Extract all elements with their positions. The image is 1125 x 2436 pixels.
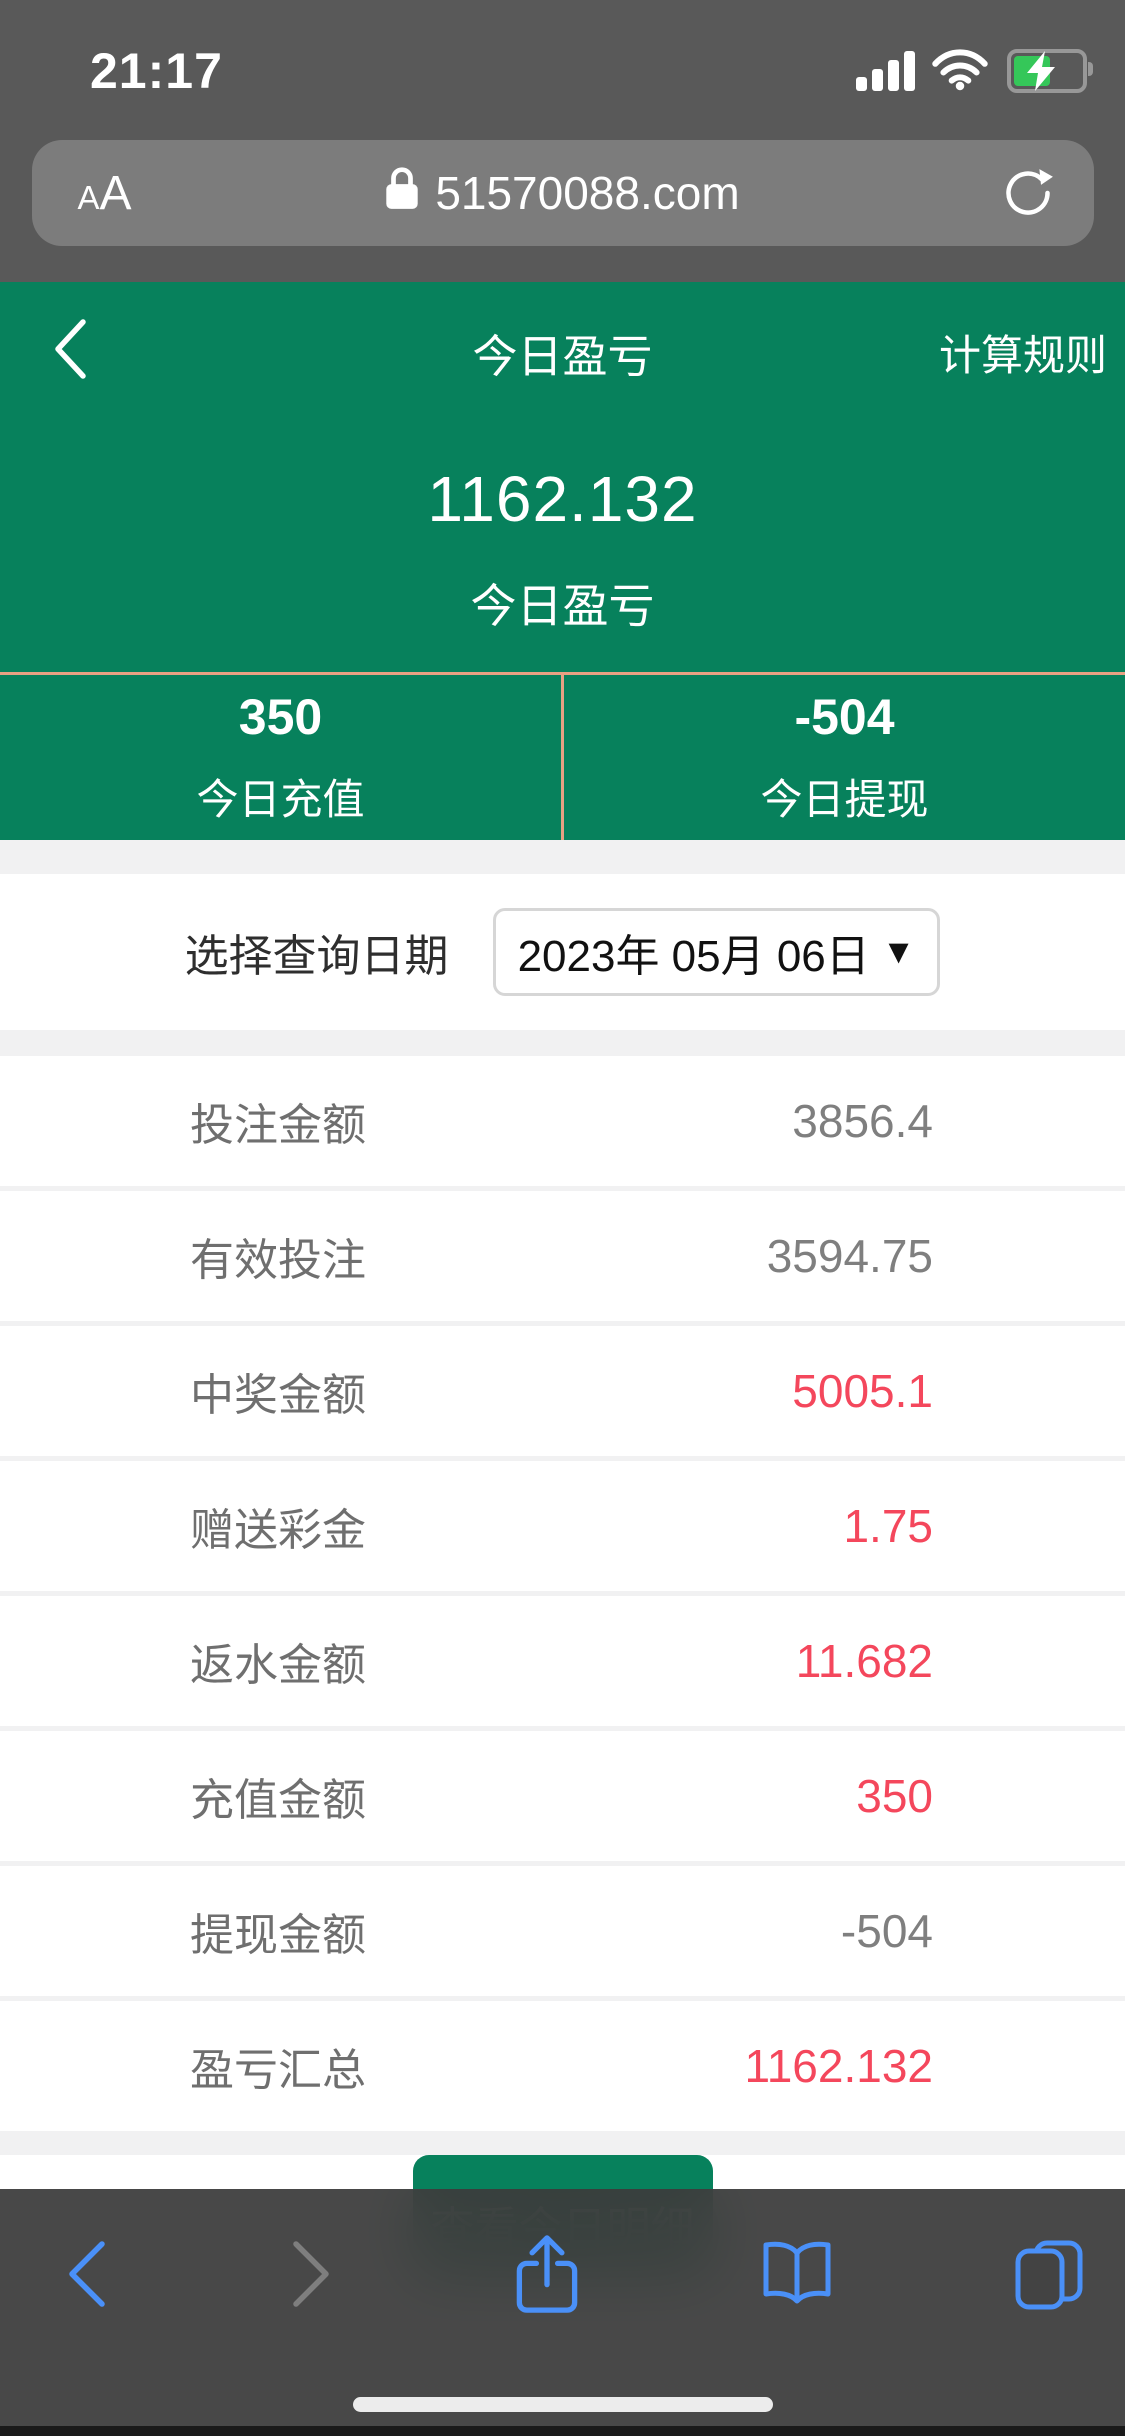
row-label: 返水金额 xyxy=(190,1641,366,1690)
row-value: 3594.75 xyxy=(766,1230,933,1282)
table-row: 中奖金额 5005.1 xyxy=(0,1326,1125,1456)
screen-bottom-edge xyxy=(0,2426,1125,2436)
today-deposit-value: 350 xyxy=(238,689,323,745)
section-gap xyxy=(0,2131,1125,2138)
table-row: 盈亏汇总 1162.132 xyxy=(0,2001,1125,2131)
row-label: 盈亏汇总 xyxy=(190,2046,366,2095)
section-gap xyxy=(0,840,1125,874)
today-profit-label: 今日盈亏 xyxy=(470,580,655,632)
row-value: -504 xyxy=(840,1905,933,1957)
today-withdraw-label: 今日提现 xyxy=(760,776,929,823)
row-value: 5005.1 xyxy=(792,1365,933,1417)
toolbar-icons xyxy=(0,2189,1125,2317)
clock: 21:17 xyxy=(90,43,223,99)
table-row: 赠送彩金 1.75 xyxy=(0,1461,1125,1591)
status-icons xyxy=(856,47,1093,96)
table-row: 返水金额 11.682 xyxy=(0,1596,1125,1726)
today-profit-amount: 1162.132 xyxy=(427,463,698,535)
row-value: 3856.4 xyxy=(792,1095,933,1147)
row-value: 350 xyxy=(856,1770,933,1822)
url-text: 51570088.com xyxy=(435,167,740,219)
url-field[interactable]: 51570088.com xyxy=(32,165,1094,222)
home-indicator[interactable] xyxy=(352,2397,773,2412)
browser-forward-button[interactable] xyxy=(288,2238,334,2310)
date-filter-label: 选择查询日期 xyxy=(184,932,449,981)
caret-down-icon: ▼ xyxy=(881,933,916,971)
battery-charging-icon xyxy=(1007,49,1093,93)
profit-summary-panel: 今日盈亏 计算规则 1162.132 今日盈亏 350 今日充值 -504 今日… xyxy=(0,282,1125,840)
reload-button[interactable] xyxy=(1002,167,1054,219)
row-label: 赠送彩金 xyxy=(190,1506,366,1555)
wifi-icon xyxy=(931,47,989,96)
table-row: 充值金额 350 xyxy=(0,1731,1125,1861)
table-row: 投注金额 3856.4 xyxy=(0,1056,1125,1186)
date-filter-row: 选择查询日期 2023年 05月 06日 ▼ xyxy=(0,874,1125,1030)
row-label: 投注金额 xyxy=(190,1101,366,1150)
table-row: 提现金额 -504 xyxy=(0,1866,1125,1996)
page-title: 今日盈亏 xyxy=(472,331,653,382)
amounts-table: 投注金额 3856.4 有效投注 3594.75 中奖金额 5005.1 赠送彩… xyxy=(0,1056,1125,2131)
row-value: 1.75 xyxy=(843,1500,933,1552)
today-deposit-cell: 350 今日充值 xyxy=(0,675,564,840)
tabs-icon[interactable] xyxy=(1013,2238,1085,2310)
browser-back-button[interactable] xyxy=(64,2238,110,2310)
today-deposit-label: 今日充值 xyxy=(196,776,365,823)
row-label: 提现金额 xyxy=(190,1911,366,1960)
page-header: 今日盈亏 计算规则 xyxy=(0,282,1125,406)
cellular-signal-icon xyxy=(856,51,915,91)
back-button[interactable] xyxy=(52,318,88,385)
today-withdraw-value: -504 xyxy=(794,689,895,745)
share-icon[interactable] xyxy=(513,2231,581,2317)
bookmarks-icon[interactable] xyxy=(759,2239,835,2309)
table-row: 有效投注 3594.75 xyxy=(0,1191,1125,1321)
date-select[interactable]: 2023年 05月 06日 ▼ xyxy=(492,908,941,996)
hero-columns: 350 今日充值 -504 今日提现 xyxy=(0,672,1125,840)
calculation-rules-link[interactable]: 计算规则 xyxy=(938,332,1107,379)
today-withdraw-cell: -504 今日提现 xyxy=(564,675,1125,840)
row-value: 11.682 xyxy=(795,1635,933,1687)
lock-icon xyxy=(385,165,419,222)
section-gap xyxy=(0,1030,1125,1056)
browser-chrome-top: 21:17 xyxy=(0,0,1125,282)
row-label: 充值金额 xyxy=(190,1776,366,1825)
date-select-value: 2023年 05月 06日 xyxy=(517,932,870,981)
row-label: 中奖金额 xyxy=(190,1371,366,1420)
status-bar: 21:17 xyxy=(0,0,1125,128)
row-label: 有效投注 xyxy=(190,1236,366,1285)
row-value: 1162.132 xyxy=(744,2040,933,2092)
safari-toolbar xyxy=(0,2189,1125,2436)
